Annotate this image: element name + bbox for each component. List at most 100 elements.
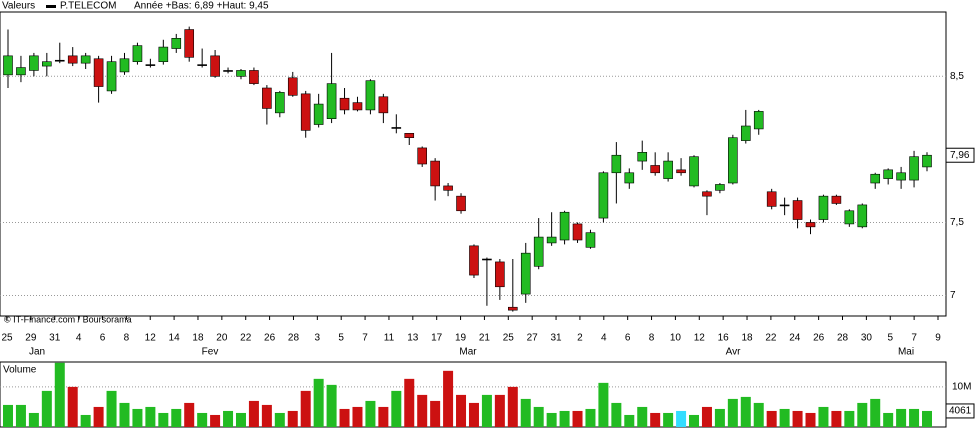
- candle-body: [585, 232, 596, 248]
- candle-body: [106, 61, 117, 92]
- header-label: Valeurs: [2, 1, 35, 12]
- x-tick-label: 4: [76, 333, 82, 344]
- volume-bar: [766, 410, 777, 427]
- candle-body: [728, 137, 738, 184]
- candle-body: [792, 200, 803, 220]
- candle-body: [119, 58, 130, 73]
- candle-body: [689, 156, 699, 187]
- candle-body: [844, 210, 855, 225]
- candle-body: [42, 61, 52, 67]
- candle-body: [287, 77, 298, 96]
- candle-body: [223, 70, 233, 72]
- volume-bar: [456, 394, 467, 427]
- candle-body: [663, 160, 673, 179]
- volume-bar: [365, 400, 376, 427]
- volume-bar: [585, 408, 596, 427]
- candle-body: [533, 236, 544, 267]
- volume-bar: [313, 378, 324, 427]
- candle-body: [870, 173, 881, 184]
- x-tick-label: 31: [49, 333, 61, 344]
- candle-body: [520, 252, 531, 295]
- volume-bar: [779, 408, 790, 427]
- last-price-label: 7,96: [950, 150, 970, 161]
- candle-body: [598, 172, 609, 219]
- candle-body: [779, 204, 790, 207]
- candle-body: [456, 195, 466, 212]
- candle-body: [650, 165, 660, 174]
- x-tick-label: 24: [789, 333, 801, 344]
- candle-body: [29, 55, 39, 71]
- volume-bar: [326, 384, 337, 427]
- candle-body: [275, 92, 285, 114]
- volume-bar: [753, 402, 764, 427]
- x-tick-label: 7: [362, 333, 368, 344]
- x-tick-label: 3: [315, 333, 321, 344]
- x-tick-label: 26: [264, 333, 276, 344]
- volume-bar: [352, 406, 363, 427]
- credit: © IT-Finance.com / Boursorama: [4, 314, 132, 324]
- candle-body: [508, 306, 518, 311]
- volume-bar: [663, 412, 674, 427]
- volume-bar: [727, 398, 738, 427]
- month-label: Avr: [726, 347, 741, 358]
- volume-bar: [792, 410, 803, 427]
- x-tick-label: 25: [1, 333, 13, 344]
- x-tick-label: 10: [670, 333, 682, 344]
- x-tick-label: 16: [718, 333, 730, 344]
- candle-body: [702, 191, 712, 197]
- volume-bar: [248, 400, 259, 427]
- x-tick-label: 28: [288, 333, 300, 344]
- volume-bar: [261, 404, 272, 427]
- candle-body: [262, 87, 272, 109]
- candle-body: [132, 45, 143, 62]
- candle-body: [67, 55, 78, 64]
- x-tick-label: 7: [911, 333, 917, 344]
- x-tick-label: 2: [577, 333, 583, 344]
- volume-bar: [831, 410, 842, 427]
- legend-swatch: [46, 5, 56, 8]
- candle-body: [753, 111, 764, 130]
- volume-bar: [805, 412, 816, 427]
- candle-body: [611, 154, 622, 174]
- month-label: Fev: [202, 347, 219, 358]
- volume-bar: [132, 408, 143, 427]
- volume-bar: [870, 398, 881, 427]
- x-tick-label: 4: [601, 333, 607, 344]
- y-tick-label: 7,5: [950, 217, 964, 228]
- x-tick-label: 14: [169, 333, 181, 344]
- x-tick-label: 13: [407, 333, 419, 344]
- volume-bar: [15, 404, 26, 427]
- x-tick-label: 5: [887, 333, 893, 344]
- candle-body: [236, 70, 246, 77]
- x-tick-label: 6: [100, 333, 106, 344]
- x-tick-label: 27: [527, 333, 539, 344]
- candle-body: [676, 169, 686, 174]
- volume-bar: [468, 402, 479, 427]
- volume-bar: [223, 410, 234, 427]
- candle-body: [896, 172, 906, 181]
- x-tick-label: 6: [625, 333, 631, 344]
- volume-bar: [197, 412, 208, 427]
- candle-body: [469, 245, 479, 276]
- candle-body: [378, 96, 389, 114]
- candle-body: [352, 102, 363, 111]
- candle-body: [145, 64, 156, 66]
- candle-body: [300, 93, 311, 131]
- x-tick-label: 9: [935, 333, 941, 344]
- candle-body: [740, 125, 751, 141]
- volume-bar: [378, 406, 389, 427]
- volume-bar: [676, 410, 687, 427]
- volume-bar: [339, 408, 350, 427]
- volume-bar: [28, 412, 39, 427]
- candle-body: [80, 55, 91, 64]
- volume-bar: [171, 408, 182, 427]
- x-tick-label: 29: [25, 333, 37, 344]
- volume-bar: [41, 390, 52, 427]
- candle-body: [3, 55, 13, 76]
- candle-body: [404, 133, 415, 138]
- last-volume-box: [945, 403, 975, 419]
- candle-body: [909, 156, 919, 181]
- x-tick-label: 18: [741, 333, 753, 344]
- candle-body: [197, 64, 207, 66]
- volume-bar: [106, 390, 117, 427]
